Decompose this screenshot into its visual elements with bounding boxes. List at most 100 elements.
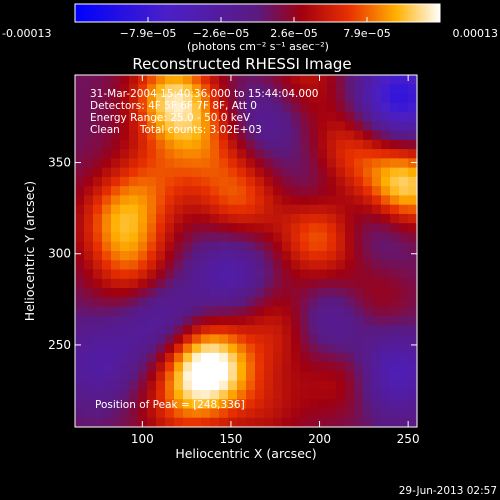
heatmap-cell [102, 112, 112, 122]
heatmap-cell [255, 112, 265, 122]
heatmap-cell [192, 288, 202, 298]
heatmap-cell [219, 362, 229, 373]
heatmap-cell [327, 75, 337, 85]
heatmap-cell [291, 325, 301, 335]
heatmap-cell [264, 195, 274, 206]
heatmap-cell [309, 362, 319, 373]
heatmap-cell [174, 288, 184, 298]
heatmap-cell [102, 102, 112, 113]
heatmap-cell [354, 389, 364, 400]
heatmap-cell [84, 158, 94, 169]
heatmap-cell [408, 139, 418, 150]
heatmap-cell [192, 251, 202, 261]
heatmap-cell [111, 84, 121, 95]
heatmap-cell [291, 241, 301, 252]
heatmap-cell [192, 158, 202, 169]
heatmap-cell [336, 186, 346, 197]
heatmap-cell [165, 84, 175, 95]
heatmap-cell [264, 112, 274, 122]
heatmap-cell [93, 343, 103, 354]
heatmap-cell [228, 315, 238, 326]
heatmap-cell [201, 306, 211, 317]
heatmap-cell [363, 315, 373, 326]
heatmap-cell [120, 325, 130, 335]
heatmap-cell [345, 408, 355, 419]
heatmap-cell [300, 343, 310, 354]
heatmap-cell [309, 241, 319, 252]
heatmap-cell [201, 389, 211, 400]
heatmap-cell [120, 112, 130, 122]
heatmap-cell [174, 362, 184, 373]
heatmap-cell [300, 306, 310, 317]
heatmap-cell [84, 371, 94, 382]
heatmap-cell [129, 417, 139, 428]
heatmap-cell [228, 306, 238, 317]
heatmap-cell [264, 251, 274, 261]
heatmap-cell [75, 84, 85, 95]
heatmap-cell [228, 362, 238, 373]
heatmap-cell [84, 380, 94, 391]
heatmap-cell [273, 121, 283, 132]
heatmap-cell [255, 75, 265, 85]
heatmap-cell [300, 139, 310, 150]
heatmap-cell [174, 232, 184, 243]
heatmap-cell [381, 352, 391, 363]
heatmap-cell [327, 269, 337, 280]
heatmap-cell [138, 260, 148, 271]
heatmap-cell [120, 130, 130, 141]
heatmap-cell [129, 260, 139, 271]
heatmap-cell [210, 195, 220, 206]
heatmap-cell [84, 186, 94, 197]
heatmap-cell [327, 380, 337, 391]
heatmap-cell [381, 251, 391, 261]
heatmap-cell [165, 389, 175, 400]
colorbar-tick-label: 7.9e−05 [343, 27, 390, 40]
heatmap-cell [300, 232, 310, 243]
x-axis-label: Heliocentric X (arcsec) [175, 446, 316, 461]
heatmap-cell [84, 315, 94, 326]
heatmap-cell [363, 84, 373, 95]
heatmap-cell [210, 399, 220, 410]
heatmap-cell [246, 158, 256, 169]
heatmap-cell [390, 362, 400, 373]
heatmap-cell [228, 195, 238, 206]
heatmap-cell [300, 399, 310, 410]
heatmap-cell [75, 204, 85, 215]
heatmap-cell [291, 278, 301, 289]
colorbar-ticks [74, 17, 441, 22]
heatmap-cell [156, 102, 166, 113]
heatmap-cell [291, 130, 301, 141]
heatmap-cell [381, 269, 391, 280]
heatmap-cell [327, 399, 337, 410]
heatmap-cell [264, 408, 274, 419]
heatmap-cell [138, 334, 148, 345]
heatmap-cell [192, 186, 202, 197]
heatmap-cell [291, 380, 301, 391]
heatmap-cell [318, 75, 328, 85]
heatmap-cell [228, 269, 238, 280]
heatmap-cell [210, 241, 220, 252]
heatmap-cell [147, 139, 157, 150]
heatmap-cell [273, 130, 283, 141]
heatmap-cell [399, 241, 409, 252]
heatmap-cell [372, 186, 382, 197]
heatmap-cell [291, 102, 301, 113]
heatmap-cell [273, 288, 283, 298]
heatmap-cell [372, 362, 382, 373]
heatmap-cell [300, 176, 310, 187]
heatmap-cell [237, 352, 247, 363]
heatmap-cell [345, 102, 355, 113]
heatmap-cell [75, 158, 85, 169]
heatmap-cell [93, 269, 103, 280]
heatmap-cell [255, 93, 265, 104]
heatmap-cell [408, 380, 418, 391]
heatmap-cell [111, 343, 121, 354]
heatmap-cell [291, 371, 301, 382]
heatmap-cell [300, 149, 310, 159]
heatmap-cell [210, 167, 220, 178]
heatmap-cell [120, 389, 130, 400]
heatmap-cell [246, 102, 256, 113]
heatmap-cell [309, 417, 319, 428]
heatmap-cell [228, 121, 238, 132]
heatmap-cell [93, 352, 103, 363]
